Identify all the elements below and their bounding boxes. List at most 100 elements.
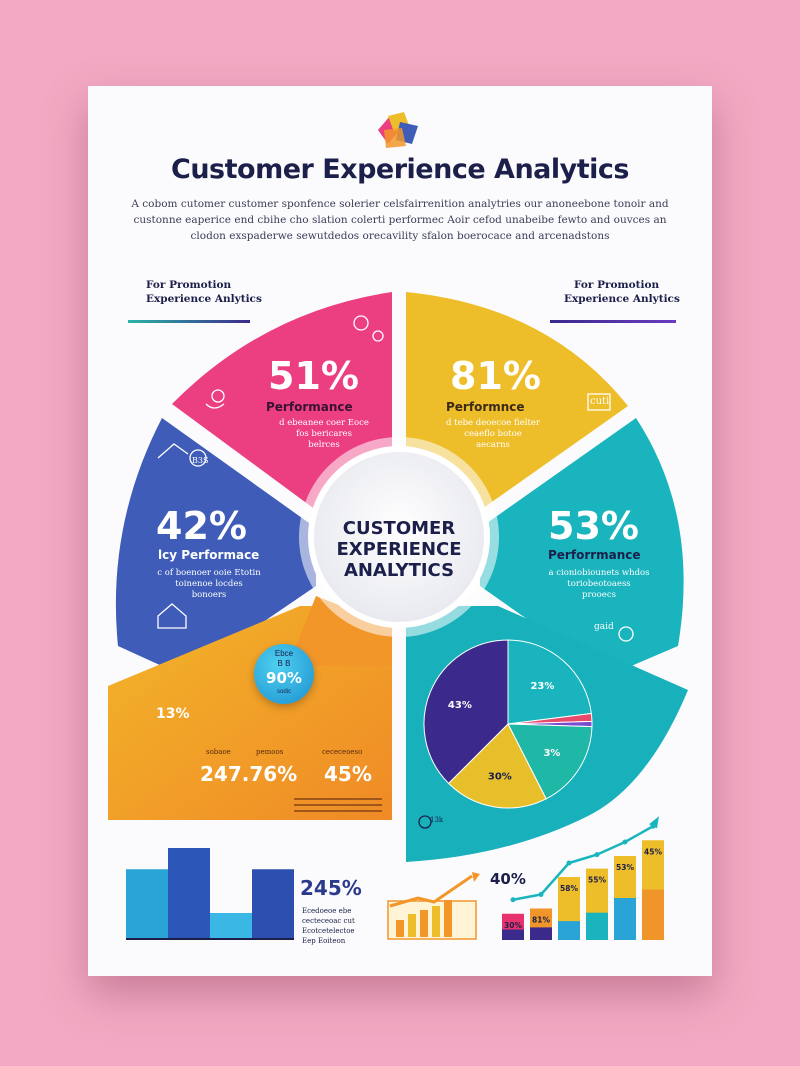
- center-label-line: CUSTOMER: [342, 518, 456, 539]
- desc-line: d ebeanee coer Eoce: [279, 418, 369, 428]
- blue-icon-text: B3S: [192, 456, 209, 465]
- infographic-poster: Customer Experience Analytics A cobom cu…: [88, 86, 712, 976]
- intro-text: A cobom cutomer customer sponfence soler…: [128, 196, 672, 244]
- trend-point: [622, 839, 628, 845]
- pie-slice-label: 30%: [488, 771, 512, 782]
- bar-chart-right: 30% 81% 58% 55% 53% 45%: [502, 816, 664, 940]
- desc-line: Ecotcetelectoe: [302, 927, 355, 935]
- side-heading-left: For Promotion Experience Anlytics: [146, 278, 262, 306]
- desc-line: toriobeotoaess: [567, 579, 631, 589]
- bar-label: 53%: [616, 863, 634, 872]
- divider: [128, 320, 250, 323]
- teal-desc: a cioniobiounets whdos toriobeotoaess pr…: [534, 568, 664, 601]
- axis-line: [126, 938, 294, 940]
- pink-value: 51%: [268, 354, 359, 398]
- center-label-line: EXPERIENCE: [336, 539, 462, 560]
- side-heading-right: For Promotion Experience Anlytics: [564, 278, 680, 306]
- stacked-bar-segment: [502, 929, 524, 940]
- segment-blue: [115, 418, 316, 676]
- blue-value: 42%: [156, 504, 247, 548]
- desc-line: toinenoe locdes: [175, 579, 243, 589]
- desc-line: belrces: [308, 440, 340, 450]
- yellow-label: Performnce: [446, 400, 525, 414]
- yellow-icon-text: cuti: [590, 396, 610, 407]
- stacked-bar-segment: [586, 912, 608, 940]
- trend-point: [594, 852, 600, 858]
- desc-line: c of boenoer ooie Etotin: [157, 568, 261, 578]
- bar-label: 81%: [532, 916, 550, 925]
- orange-desc-b: cececeoeso: [322, 748, 363, 756]
- pie-note: 13k: [430, 816, 444, 824]
- desc-line: cecteceoac cut: [302, 917, 355, 925]
- desc-line: fos bericares: [296, 429, 352, 439]
- bar-label: 45%: [644, 847, 662, 856]
- desc-line: aecarns: [476, 440, 510, 450]
- pie-slice: [507, 639, 592, 725]
- desc-line: bonoers: [191, 590, 227, 600]
- bottom-left-value: 245%: [300, 876, 362, 900]
- page-title: Customer Experience Analytics: [171, 154, 629, 185]
- deco-icons: [157, 315, 634, 829]
- bar-label: 30%: [504, 921, 522, 930]
- logo-icon: [378, 112, 418, 148]
- pie-chart: 23% 3% 30% 43%: [423, 639, 593, 809]
- orange-side-value: 13%: [156, 706, 190, 722]
- badge-line: Ebce: [274, 649, 294, 658]
- stacked-bar-segment: [530, 927, 552, 940]
- bar: [210, 913, 252, 938]
- teal-label: Perforrmance: [548, 548, 641, 562]
- yellow-desc: d tebe deoecoe fielter ceaeflo botoe aec…: [428, 418, 558, 451]
- trend-point: [510, 897, 516, 903]
- pink-label: Performance: [266, 400, 353, 414]
- segment-teal: [480, 418, 684, 676]
- orange-desc-a: pemoos: [256, 748, 284, 756]
- teal-icon-text: gaid: [594, 622, 614, 632]
- side-heading-line: For Promotion: [146, 279, 232, 291]
- bottom-left-desc: Ecedoeoe ebe cecteceoac cut Ecotcetelect…: [302, 906, 355, 946]
- badge-line: B B: [277, 659, 291, 668]
- desc-line: prooecs: [582, 590, 616, 600]
- stacked-bar-segment: [614, 898, 636, 940]
- center-circle: [308, 446, 490, 628]
- pie-slice-label: 3%: [543, 748, 560, 759]
- orange-desc-lines: [294, 798, 382, 816]
- bar: [252, 869, 294, 938]
- pie-slice: [447, 723, 547, 809]
- stacked-bar-segment: [558, 921, 580, 940]
- trend-icon: [387, 872, 480, 940]
- desc-line: a cioniobiounets whdos: [548, 568, 650, 578]
- desc-line: Eep Eoiteon: [302, 937, 346, 945]
- yellow-value: 81%: [450, 354, 541, 398]
- pie-slice: [507, 723, 593, 800]
- intro-line: custonne eaperice end cbihe cho slation …: [133, 214, 667, 226]
- orange-desc-a: sobaoe: [206, 748, 231, 756]
- intro-line: clodon exspaderwe sewutdedos orecavility…: [190, 230, 610, 242]
- desc-line: Ecedoeoe ebe: [302, 907, 352, 915]
- badge-circle: [254, 644, 314, 704]
- trend-line: [512, 825, 654, 901]
- center-label: CUSTOMER EXPERIENCE ANALYTICS: [311, 518, 487, 581]
- trend-point: [566, 860, 572, 866]
- desc-line: d tebe deoecoe fielter: [446, 418, 540, 428]
- side-heading-line: Experience Anlytics: [564, 293, 680, 305]
- pie-slice: [423, 639, 509, 785]
- divider: [550, 320, 676, 323]
- center-label-line: ANALYTICS: [343, 560, 455, 581]
- badge-sub: sodic: [276, 689, 291, 695]
- side-heading-line: Experience Anlytics: [146, 293, 262, 305]
- orange-value-a: 247.76%: [200, 762, 298, 786]
- badge-value: 90%: [266, 669, 302, 687]
- bar-label: 55%: [588, 876, 606, 885]
- side-heading-line: For Promotion: [574, 279, 660, 291]
- bottom-right-value: 40%: [490, 870, 526, 888]
- pie-slice-label: 23%: [530, 681, 554, 692]
- teal-value: 53%: [548, 504, 639, 548]
- bar: [168, 848, 210, 938]
- trend-point: [538, 892, 544, 897]
- trend-point: [650, 823, 656, 829]
- desc-line: ceaeflo botoe: [464, 429, 522, 439]
- bar-chart-left: [126, 848, 294, 940]
- segment-orange-top: [288, 596, 392, 666]
- pie-slice-label: 43%: [448, 700, 472, 711]
- blue-desc: c of boenoer ooie Etotin toinenoe locdes…: [144, 568, 274, 601]
